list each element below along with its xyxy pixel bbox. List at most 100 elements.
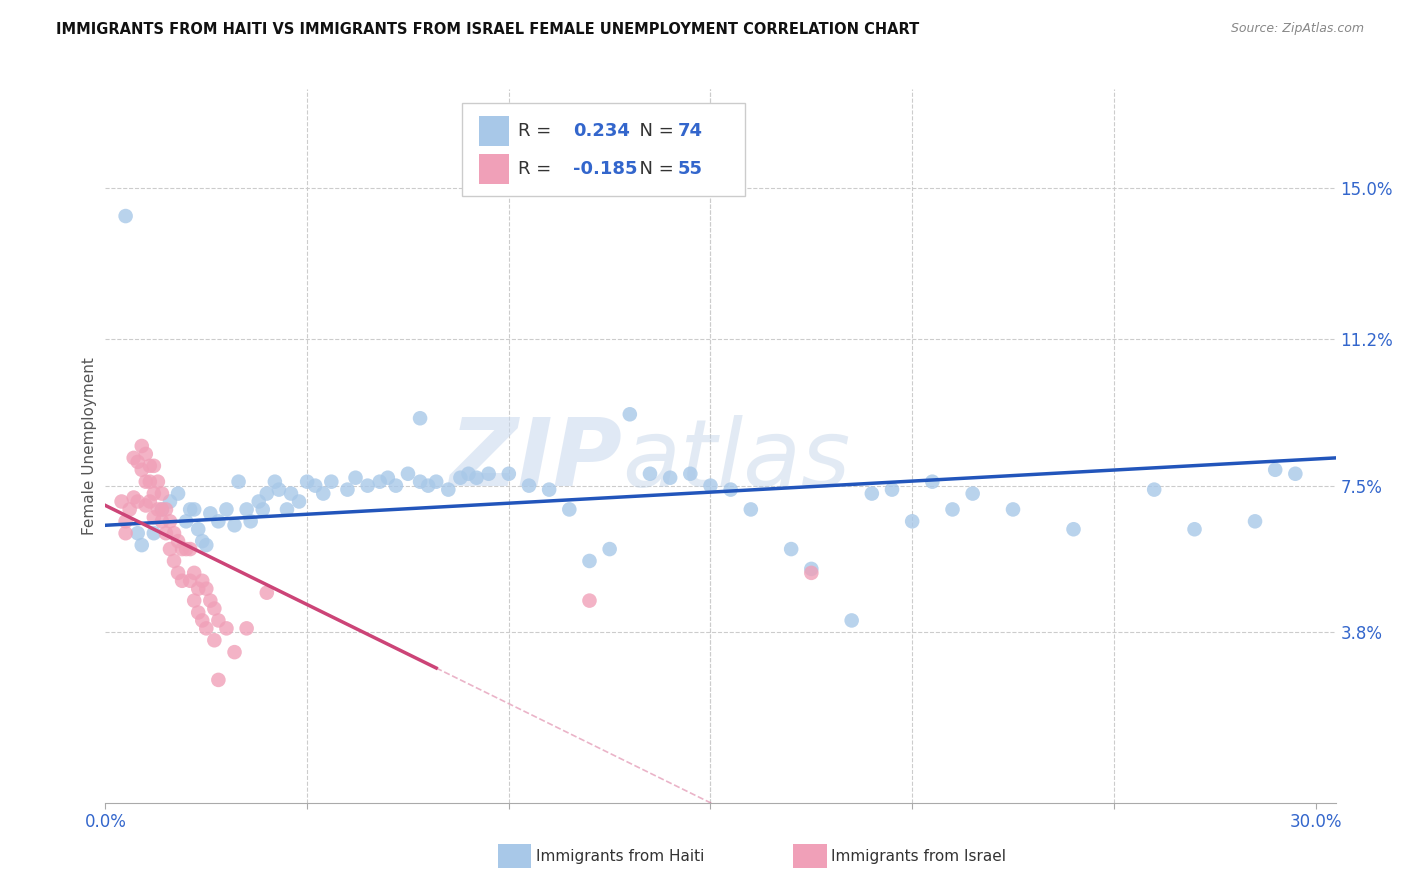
Point	[110, 494, 132, 508]
Point	[599, 542, 621, 557]
Point	[114, 526, 136, 541]
Point	[174, 514, 197, 528]
Point	[720, 483, 742, 497]
Point	[172, 574, 194, 588]
Point	[418, 478, 440, 492]
Point	[312, 486, 335, 500]
Point	[191, 614, 214, 628]
Point	[256, 585, 278, 599]
Point	[256, 486, 278, 500]
Point	[202, 633, 225, 648]
Point	[187, 582, 209, 596]
Point	[321, 475, 343, 489]
Point	[139, 458, 162, 473]
Point	[578, 593, 600, 607]
Point	[295, 475, 318, 489]
Point	[114, 209, 136, 223]
Point	[183, 593, 205, 607]
Point	[159, 514, 181, 528]
Point	[800, 566, 823, 580]
Point	[139, 494, 162, 508]
Point	[191, 534, 214, 549]
Text: atlas: atlas	[621, 415, 851, 506]
Text: ZIP: ZIP	[450, 414, 621, 507]
Point	[159, 542, 181, 557]
Point	[167, 534, 190, 549]
Point	[142, 526, 165, 541]
Point	[396, 467, 419, 481]
Point	[1244, 514, 1267, 528]
Point	[235, 621, 257, 635]
Point	[142, 486, 165, 500]
Point	[200, 507, 222, 521]
Point	[239, 514, 262, 528]
Point	[409, 475, 432, 489]
Point	[1184, 522, 1206, 536]
Point	[131, 463, 153, 477]
Point	[962, 486, 984, 500]
Point	[187, 606, 209, 620]
Text: -0.185: -0.185	[574, 160, 637, 178]
Text: Immigrants from Israel: Immigrants from Israel	[831, 849, 1005, 863]
Point	[142, 458, 165, 473]
Point	[538, 483, 561, 497]
Point	[135, 447, 157, 461]
Point	[146, 475, 169, 489]
Point	[304, 478, 326, 492]
Point	[425, 475, 447, 489]
Point	[344, 471, 367, 485]
Point	[385, 478, 408, 492]
FancyBboxPatch shape	[479, 116, 509, 146]
Point	[202, 601, 225, 615]
Point	[880, 483, 903, 497]
Point	[127, 526, 149, 541]
Point	[517, 478, 540, 492]
Point	[200, 593, 222, 607]
Point	[215, 502, 238, 516]
Point	[163, 526, 186, 541]
Point	[659, 471, 682, 485]
Point	[150, 514, 173, 528]
Point	[191, 574, 214, 588]
Point	[699, 478, 721, 492]
Point	[336, 483, 359, 497]
Point	[252, 502, 274, 516]
Point	[860, 486, 883, 500]
Point	[150, 502, 173, 516]
Point	[740, 502, 762, 516]
Point	[163, 554, 186, 568]
Point	[207, 673, 229, 687]
Text: Immigrants from Haiti: Immigrants from Haiti	[536, 849, 704, 863]
Point	[235, 502, 257, 516]
Point	[215, 621, 238, 635]
Point	[135, 499, 157, 513]
Point	[498, 467, 520, 481]
Point	[578, 554, 600, 568]
Point	[800, 562, 823, 576]
Point	[195, 582, 218, 596]
Point	[263, 475, 285, 489]
Point	[224, 518, 246, 533]
Point	[131, 439, 153, 453]
Y-axis label: Female Unemployment: Female Unemployment	[82, 357, 97, 535]
Point	[1063, 522, 1085, 536]
Point	[174, 542, 197, 557]
Point	[638, 467, 661, 481]
Point	[1264, 463, 1286, 477]
Point	[288, 494, 311, 508]
Point	[207, 614, 229, 628]
Point	[167, 566, 190, 580]
FancyBboxPatch shape	[479, 153, 509, 184]
Point	[179, 574, 201, 588]
Point	[127, 455, 149, 469]
Point	[179, 542, 201, 557]
Point	[195, 538, 218, 552]
Text: 74: 74	[678, 122, 703, 140]
Point	[478, 467, 501, 481]
Point	[841, 614, 863, 628]
Point	[155, 502, 177, 516]
Point	[228, 475, 250, 489]
Point	[356, 478, 378, 492]
Text: N =: N =	[628, 122, 681, 140]
Point	[247, 494, 270, 508]
